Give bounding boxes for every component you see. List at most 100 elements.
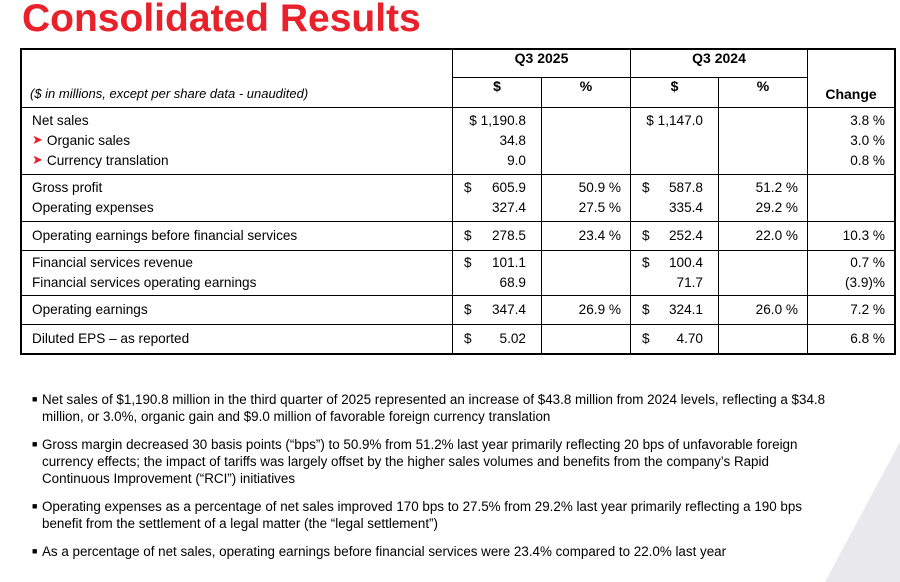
cell-value: 3.8 % [850,113,885,128]
consolidated-results-table: ($ in millions, except per share data - … [20,48,896,355]
q3-2024-percent-cell [718,250,808,296]
q3-2024-percent-cell [718,324,808,355]
row-label-cell: Financial services revenue Financial serv… [20,250,453,296]
q3-2024-percent-cell: 22.0 % [718,221,808,251]
dollar-value: 252.4 [668,228,703,243]
cell-value: 0.7 % [850,255,885,270]
dollar-sign: $ [642,180,650,195]
q3-2025-percent-cell [541,250,631,296]
q3-2025-dollar-cell: $347.4 [452,295,542,325]
dollar-value: 347.4 [491,302,526,317]
row-label: ➤ Currency translation [32,151,452,171]
dollar-value: 68.9 [499,275,526,290]
table-row-group: Operating earnings $347.4 26.9 % $324.1 26.0… [20,295,896,325]
dollar-value: 587.8 [668,180,703,195]
row-label: Operating earnings [32,300,452,320]
q3-2025-dollar-cell: $605.9 327.4 [452,174,542,222]
row-label-text: Currency translation [46,153,169,168]
dollar-sign: $ [642,331,650,346]
unit-note: ($ in millions, except per share data - … [20,48,453,108]
cell-value: 26.0 % [755,302,798,317]
bullet-item: ■ Operating expenses as a percentage of … [32,498,832,532]
dollar-value: 278.5 [491,228,526,243]
square-bullet-icon: ■ [32,394,38,404]
cell-value [542,329,630,349]
cell-value: 50.9 % [578,180,621,195]
bullet-text: Net sales of $1,190.8 million in the thi… [42,392,826,424]
q3-2024-dollar-cell: $587.8 335.4 [630,174,719,222]
row-label-text: Gross profit [32,180,103,195]
arrow-bullet-icon: ➤ [32,152,43,167]
table-row-group: Financial services revenue Financial serv… [20,250,896,296]
dollar-value: 605.9 [491,180,526,195]
bullet-text: Gross margin decreased 30 basis points (… [42,437,798,486]
row-label-text: Organic sales [46,133,131,148]
q3-2024-dollar-cell: $100.4 71.7 [630,250,719,296]
dollar-value: 71.7 [676,275,703,290]
table-row-group: Operating earnings before financial serv… [20,221,896,251]
cell-value [719,151,807,171]
cell-value: 6.8 % [850,331,885,346]
arrow-bullet-icon: ➤ [32,132,43,147]
q3-2025-dollar-cell: $101.1 68.9 [452,250,542,296]
q3-2025-dollar-cell: $ 1,190.8 34.8 9.0 [452,107,542,175]
cell-value [719,131,807,151]
q3-2024-dollar-cell: $ 1,147.0 [630,107,719,175]
dollar-value: 327.4 [491,200,526,215]
row-label: Operating earnings before financial serv… [32,226,452,246]
dollar-sign: $ [464,302,472,317]
row-label: Diluted EPS – as reported [32,329,452,349]
q3-2025-percent-header: % [541,77,631,108]
cell-value [542,253,630,273]
cell-value [542,273,630,293]
bullet-item: ■ As a percentage of net sales, operatin… [32,543,832,560]
square-bullet-icon: ■ [32,501,38,511]
row-label-text: Diluted EPS – as reported [32,331,190,346]
cell-value: 29.2 % [755,200,798,215]
cell-value: (3.9)% [844,275,885,290]
table-row-group: Net sales ➤ Organic sales ➤ Currency transla… [20,107,896,175]
table-row-group: Gross profit Operating expenses $605.9 327.… [20,174,896,222]
dollar-sign: $ [464,331,472,346]
dollar-value: 335.4 [668,200,703,215]
q3-2024-dollar-cell: $324.1 [630,295,719,325]
dollar-sign: $ [642,255,650,270]
q3-2025-percent-cell: 26.9 % [541,295,631,325]
dollar-sign: $ [464,180,472,195]
bullet-text: Operating expenses as a percentage of ne… [42,499,802,531]
bullet-text: As a percentage of net sales, operating … [42,544,727,559]
row-label-text: Net sales [32,113,89,128]
dollar-value: 34.8 [499,133,526,148]
q3-2025-dollar-cell: $5.02 [452,324,542,355]
dollar-sign: $ [464,255,472,270]
q3-2024-dollar-header: $ [630,77,719,108]
cell-value: 7.2 % [850,302,885,317]
dollar-value: $ 1,190.8 [469,113,526,128]
q3-2024-percent-cell [718,107,808,175]
row-label-cell: Operating earnings before financial serv… [20,221,453,251]
cell-value: 27.5 % [578,200,621,215]
row-label: Net sales [32,111,452,131]
row-label-cell: Diluted EPS – as reported [20,324,453,355]
q3-2025-dollar-cell: $278.5 [452,221,542,251]
commentary-bullets: ■ Net sales of $1,190.8 million in the t… [32,391,832,571]
row-label-text: Financial services revenue [32,255,193,270]
period-header-q3-2025: Q3 2025 [452,48,631,78]
q3-2024-percent-cell: 26.0 % [718,295,808,325]
dollar-value: 100.4 [668,255,703,270]
dollar-sign: $ [464,228,472,243]
dollar-value: 9.0 [507,153,526,168]
cell-value [542,131,630,151]
dollar-value: 324.1 [668,302,703,317]
row-label-text: Operating expenses [32,200,154,215]
change-header: Change [807,48,896,108]
cell-value: 0.8 % [850,153,885,168]
bullet-item: ■ Gross margin decreased 30 basis points… [32,436,832,487]
dollar-value: 5.02 [499,331,526,346]
change-cell: 10.3 % [807,221,896,251]
square-bullet-icon: ■ [32,546,38,556]
cell-value: 22.0 % [755,228,798,243]
dollar-value: $ 1,147.0 [646,113,703,128]
page-title: Consolidated Results [22,0,421,40]
row-label-text: Financial services operating earnings [32,275,257,290]
